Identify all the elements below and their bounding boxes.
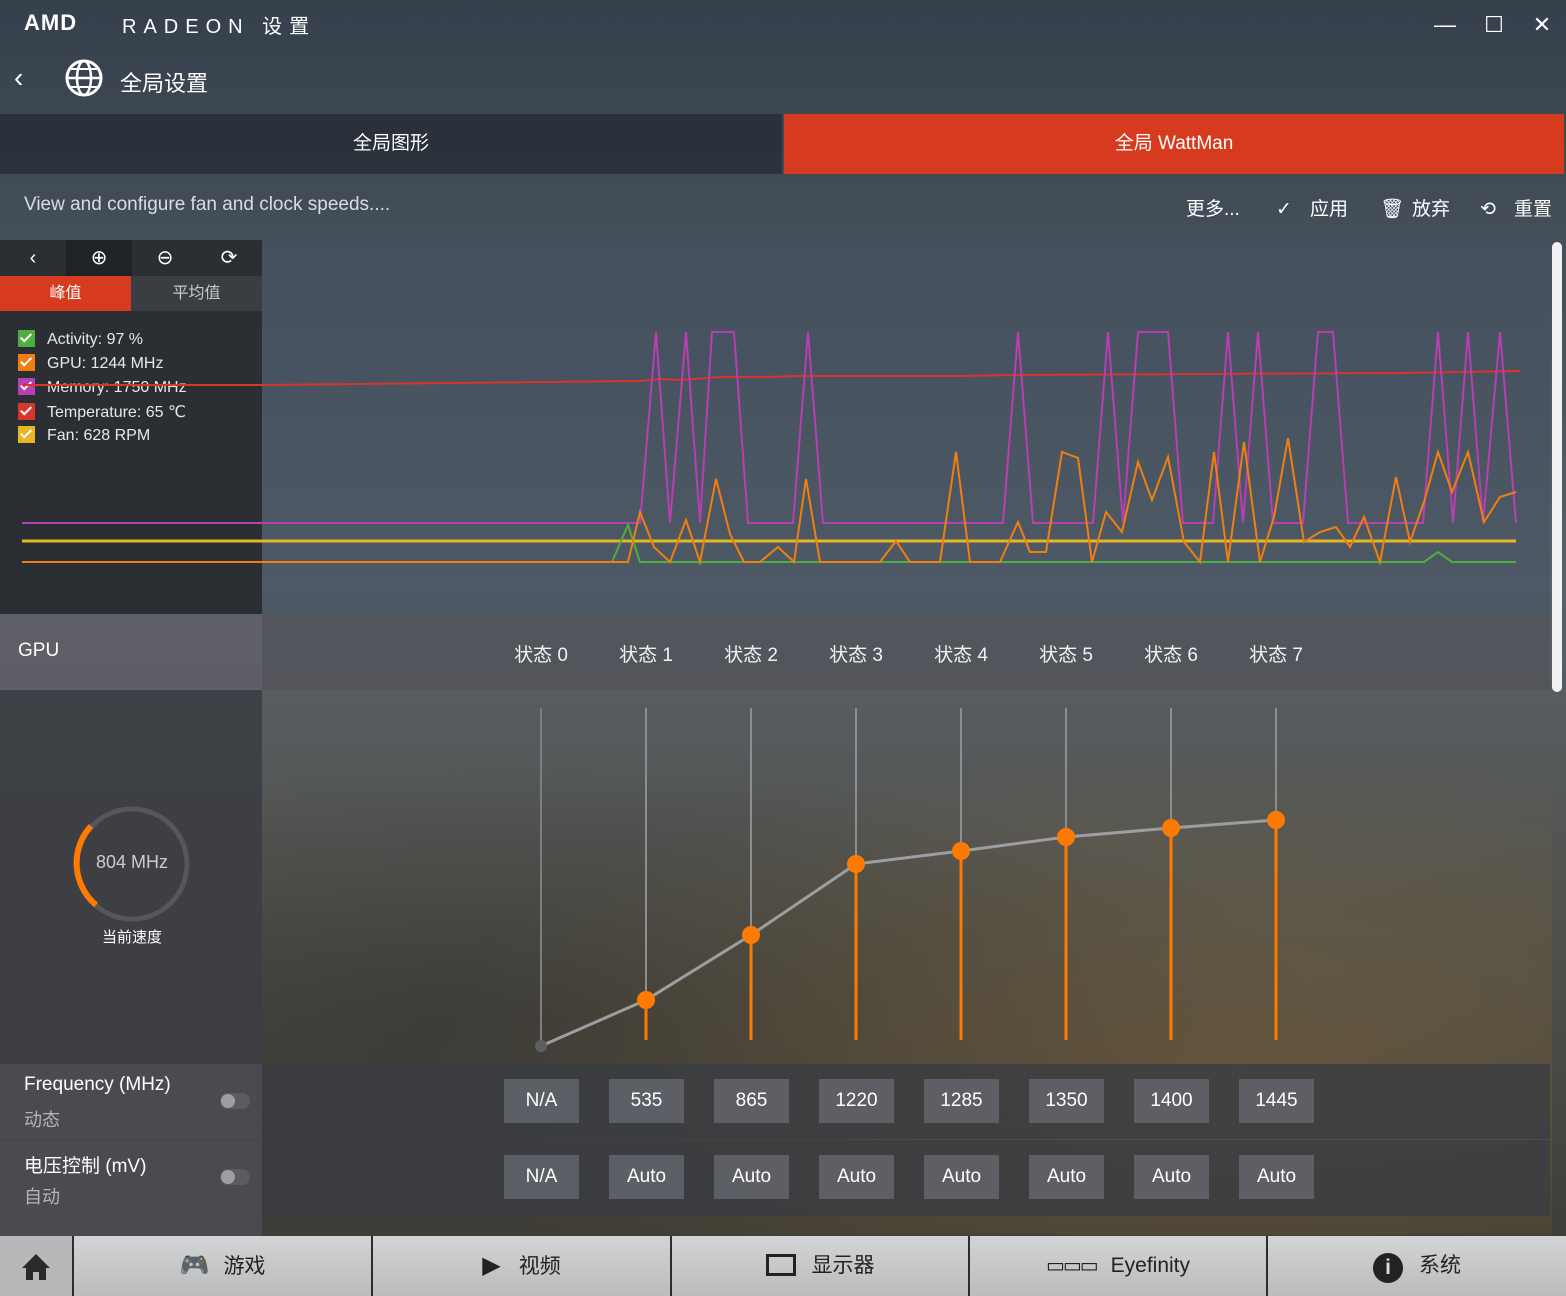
volt-state-1[interactable]: Auto (609, 1155, 684, 1199)
nav-games[interactable]: 🎮 游戏 (72, 1236, 371, 1296)
tab-peak[interactable]: 峰值 (0, 276, 131, 311)
voltage-label: 电压控制 (mV) (24, 1156, 147, 1177)
zoom-in-icon: ⊕ (90, 247, 108, 269)
bottom-nav (0, 1236, 1566, 1296)
amd-logo: AMD (24, 10, 78, 35)
temperature-line (22, 370, 1521, 386)
freq-state-6[interactable]: 1400 (1134, 1079, 1209, 1123)
frequency-mode: 动态 (24, 1110, 60, 1130)
check-icon: ✓ (1276, 199, 1292, 220)
app-title: RADEON 设置 (122, 16, 317, 38)
freq-state-3[interactable]: 1220 (819, 1079, 894, 1123)
memory-line (22, 331, 1517, 524)
state-2-label: 状态 2 (724, 645, 778, 666)
reset-icon: ⟲ (1480, 199, 1496, 220)
frequency-row-header (0, 1064, 262, 1139)
checkbox-icon[interactable] (18, 330, 35, 347)
checkbox-icon[interactable] (18, 378, 35, 395)
scrollbar[interactable] (1552, 242, 1562, 692)
close-button[interactable]: ✕ (1532, 12, 1552, 37)
zoom-in-button[interactable]: ⊕ (66, 240, 132, 276)
gpu-header-cell (0, 614, 262, 690)
state-4-label: 状态 4 (934, 645, 988, 666)
nav-eyefinity[interactable]: ▭▭▭ Eyefinity (968, 1236, 1266, 1296)
play-icon: ▶ (482, 1252, 501, 1279)
legend-fan[interactable]: Fan: 628 RPM (18, 426, 150, 445)
tab-average[interactable]: 平均值 (131, 276, 262, 311)
freq-state-0[interactable]: N/A (504, 1079, 579, 1123)
volt-state-5[interactable]: Auto (1029, 1155, 1104, 1199)
tab-global-graphics[interactable]: 全局图形 (0, 114, 782, 174)
volt-state-4[interactable]: Auto (924, 1155, 999, 1199)
home-icon (22, 1254, 50, 1280)
activity-graph-lines (22, 331, 1521, 566)
minimize-button[interactable]: — (1434, 12, 1456, 37)
frequency-toggle[interactable] (220, 1093, 250, 1109)
state-5-label: 状态 5 (1039, 645, 1093, 666)
zoom-out-icon: ⊖ (156, 247, 174, 269)
volt-state-3[interactable]: Auto (819, 1155, 894, 1199)
gpu-line (22, 437, 1517, 566)
nav-video[interactable]: ▶ 视频 (371, 1236, 670, 1296)
refresh-icon: ⟳ (220, 247, 238, 269)
state-3-label: 状态 3 (829, 645, 883, 666)
checkbox-icon[interactable] (18, 403, 35, 420)
freq-state-7[interactable]: 1445 (1239, 1079, 1314, 1123)
eyefinity-icon: ▭▭▭ (1045, 1255, 1099, 1277)
apply-button[interactable]: ✓ 应用 (1276, 194, 1348, 221)
state-0-label: 状态 0 (514, 645, 568, 666)
nav-display[interactable]: 显示器 (670, 1236, 968, 1296)
gpu-label: GPU (18, 640, 60, 661)
activity-line (22, 522, 1516, 563)
state-7-label: 状态 7 (1249, 645, 1303, 666)
more-button[interactable]: 更多... (1186, 199, 1240, 220)
volt-state-6[interactable]: Auto (1134, 1155, 1209, 1199)
volt-state-2[interactable]: Auto (714, 1155, 789, 1199)
graph-back-button[interactable]: ‹ (0, 240, 66, 276)
legend-activity[interactable]: Activity: 97 % (18, 330, 143, 349)
maximize-button[interactable]: ☐ (1484, 12, 1504, 37)
frequency-label: Frequency (MHz) (24, 1074, 171, 1095)
discard-label: 放弃 (1412, 199, 1451, 220)
freq-state-4[interactable]: 1285 (924, 1079, 999, 1123)
current-speed-caption: 当前速度 (101, 929, 162, 946)
back-button[interactable]: ‹ (14, 62, 24, 93)
page-title: 全局设置 (120, 71, 209, 96)
freq-state-1[interactable]: 535 (609, 1079, 684, 1123)
home-button[interactable] (0, 1236, 72, 1296)
freq-state-5[interactable]: 1350 (1029, 1079, 1104, 1123)
checkbox-icon[interactable] (18, 426, 35, 443)
state-curve (535, 708, 1285, 1052)
current-speed-value: 804 MHz (95, 852, 169, 872)
reset-label: 重置 (1514, 199, 1553, 220)
tab-global-wattman[interactable]: 全局 WattMan (784, 114, 1564, 174)
zoom-out-button[interactable]: ⊖ (132, 240, 198, 276)
freq-state-2[interactable]: 865 (714, 1079, 789, 1123)
reset-button[interactable]: ⟲ 重置 (1480, 194, 1552, 221)
state-1-label: 状态 1 (619, 645, 673, 666)
gamepad-icon: 🎮 (179, 1252, 210, 1279)
trash-icon: 🗑 (1380, 199, 1405, 220)
checkbox-icon[interactable] (18, 354, 35, 371)
voltage-mode: 自动 (24, 1187, 60, 1207)
volt-state-0[interactable]: N/A (504, 1155, 579, 1199)
globe-icon (65, 59, 103, 97)
voltage-toggle[interactable] (220, 1169, 250, 1185)
volt-state-7[interactable]: Auto (1239, 1155, 1314, 1199)
discard-button[interactable]: 🗑 放弃 (1380, 194, 1450, 221)
legend-temperature[interactable]: Temperature: 65 ℃ (18, 402, 186, 422)
monitor-icon (765, 1254, 796, 1276)
gpu-speed-panel (0, 690, 262, 1064)
state-6-label: 状态 6 (1144, 645, 1198, 666)
legend-gpu[interactable]: GPU: 1244 MHz (18, 354, 163, 373)
apply-label: 应用 (1310, 199, 1349, 220)
nav-system[interactable]: i 系统 (1266, 1236, 1566, 1296)
info-icon: i (1373, 1253, 1403, 1283)
legend-memory[interactable]: Memory: 1750 MHz (18, 378, 187, 397)
speed-gauge (73, 806, 190, 922)
activity-graph (262, 242, 1550, 614)
page-description: View and configure fan and clock speeds.… (24, 194, 391, 215)
voltage-row-header (0, 1140, 262, 1236)
refresh-graph-button[interactable]: ⟳ (196, 240, 262, 276)
